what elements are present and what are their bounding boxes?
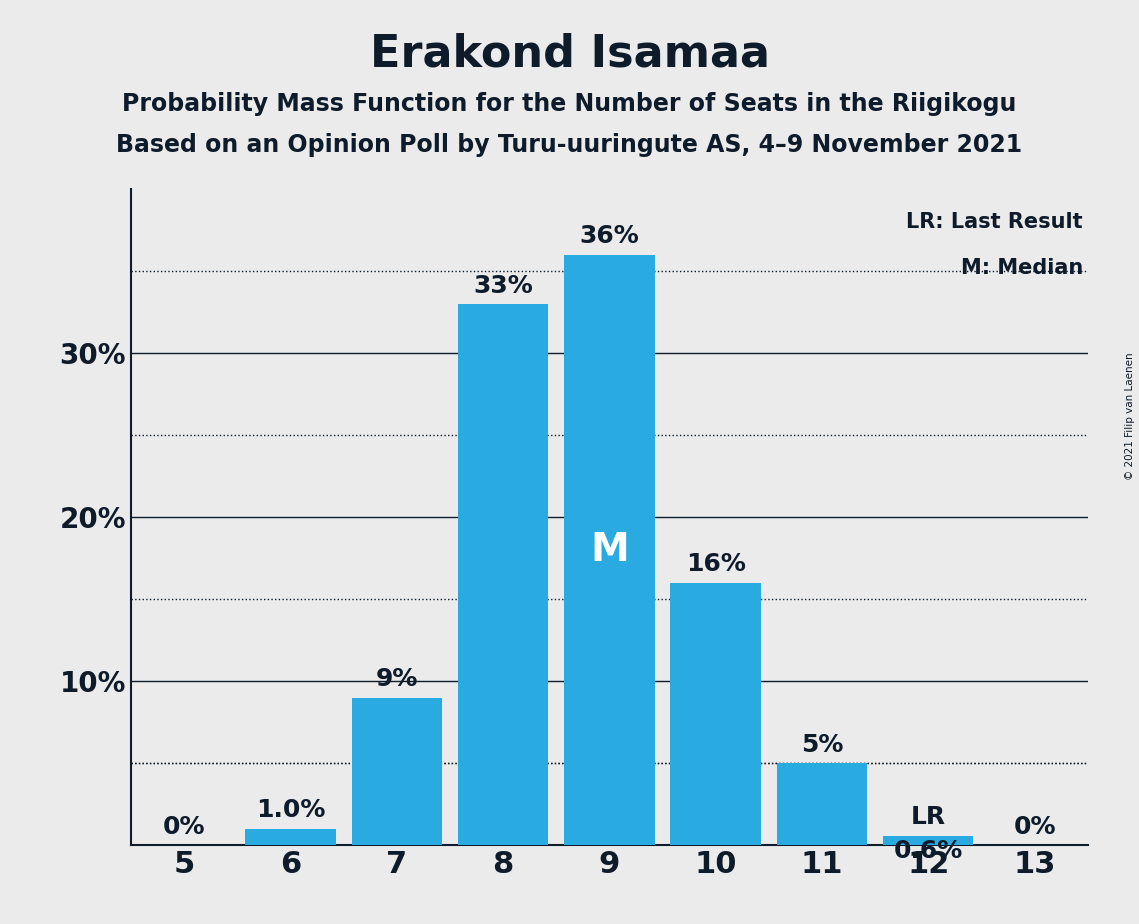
Text: 0.6%: 0.6% [894, 839, 962, 863]
Bar [671, 583, 761, 845]
Text: Erakond Isamaa: Erakond Isamaa [369, 32, 770, 76]
Text: LR: Last Result: LR: Last Result [907, 213, 1083, 232]
Text: 36%: 36% [580, 225, 639, 249]
Text: 16%: 16% [686, 553, 746, 577]
Text: © 2021 Filip van Laenen: © 2021 Filip van Laenen [1125, 352, 1134, 480]
Text: Probability Mass Function for the Number of Seats in the Riigikogu: Probability Mass Function for the Number… [122, 92, 1017, 116]
Text: M: M [590, 531, 629, 569]
Text: M: Median: M: Median [960, 259, 1083, 278]
Text: 9%: 9% [376, 667, 418, 691]
Text: Based on an Opinion Poll by Turu-uuringute AS, 4–9 November 2021: Based on an Opinion Poll by Turu-uuringu… [116, 133, 1023, 157]
Text: 1.0%: 1.0% [256, 798, 325, 822]
Bar [777, 763, 867, 845]
Text: LR: LR [911, 805, 945, 829]
Text: 5%: 5% [801, 733, 843, 757]
Text: 0%: 0% [1014, 815, 1056, 839]
Bar [458, 304, 548, 845]
Bar [245, 829, 336, 845]
Text: 0%: 0% [163, 815, 205, 839]
Bar [883, 835, 974, 845]
Text: 33%: 33% [473, 274, 533, 298]
Bar [352, 698, 442, 845]
Bar [564, 255, 655, 845]
